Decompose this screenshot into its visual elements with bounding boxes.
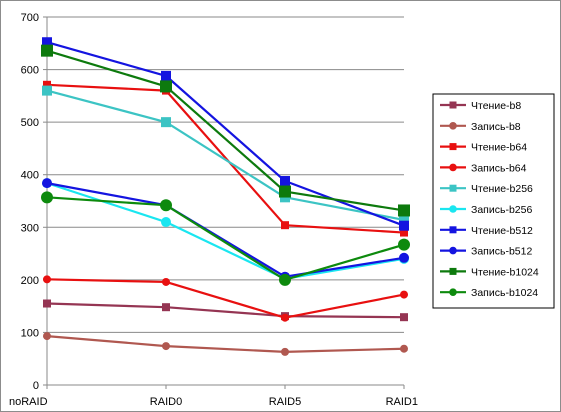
legend-label: Запись-b512: [471, 246, 532, 258]
y-tick-label: 400: [21, 170, 39, 182]
data-point: [160, 80, 172, 93]
data-point: [399, 214, 409, 225]
legend-item: Чтение-b1024: [440, 266, 539, 278]
legend-label: Запись-b64: [471, 162, 527, 174]
series-group: [41, 37, 410, 356]
legend-label: Запись-b256: [471, 204, 532, 216]
legend-marker: [449, 184, 457, 192]
legend-marker: [449, 163, 457, 172]
data-point: [400, 228, 408, 237]
data-point: [400, 290, 408, 299]
data-point: [279, 185, 291, 198]
data-point: [162, 303, 170, 312]
legend-item: Запись-b64: [440, 162, 527, 174]
legend-marker: [449, 267, 457, 275]
series-line: [46, 89, 405, 222]
legend-item: Чтение-b512: [440, 225, 533, 237]
x-tick-label: RAID5: [269, 396, 301, 408]
data-point: [279, 273, 291, 286]
series-line: [46, 196, 405, 281]
y-tick-label: 100: [21, 327, 39, 339]
data-point: [399, 220, 409, 231]
y-tick-label: 200: [21, 275, 39, 287]
data-point: [41, 44, 53, 57]
series-10: [41, 191, 410, 286]
series-line: [46, 182, 405, 278]
data-point: [43, 332, 51, 341]
data-point: [161, 217, 171, 228]
series-line: [46, 49, 405, 212]
series-9: [41, 44, 410, 217]
data-point: [281, 347, 289, 356]
legend-marker: [449, 122, 457, 130]
data-point: [43, 275, 51, 284]
series-line: [46, 302, 405, 319]
data-point: [162, 277, 170, 286]
data-point: [43, 299, 51, 308]
data-point: [161, 117, 171, 128]
legend-label: Чтение-b512: [471, 225, 533, 237]
series-line: [46, 335, 405, 353]
series-line: [46, 278, 405, 319]
data-point: [161, 70, 171, 81]
series-line: [46, 182, 405, 280]
legend-marker: [449, 101, 457, 109]
data-point: [398, 204, 410, 217]
data-point: [43, 80, 51, 89]
legend-marker: [449, 226, 457, 234]
legend-item: Запись-b256: [440, 204, 532, 216]
y-tick-label: 0: [33, 380, 39, 392]
y-tick-labels: 0 100 200 300 400 500 600 700: [21, 12, 39, 392]
x-tick-label: RAID0: [150, 396, 182, 408]
legend-marker: [449, 246, 457, 255]
legend: Чтение-b8 Запись-b8 Чтение-b64 Запись-b64 Чт…: [432, 93, 555, 309]
y-tick-label: 600: [21, 65, 39, 77]
legend-item: Запись-b1024: [440, 287, 538, 299]
data-point: [280, 176, 290, 187]
y-tick-label: 500: [21, 117, 39, 129]
data-point: [400, 313, 408, 322]
legend-item: Чтение-b8: [440, 100, 521, 112]
data-point: [42, 37, 52, 48]
series-line: [46, 83, 405, 234]
legend-item: Чтение-b64: [440, 142, 527, 154]
data-point: [400, 344, 408, 353]
legend-label: Чтение-b256: [471, 183, 533, 195]
series-line: [46, 41, 405, 227]
x-tick-label: RAID1: [386, 396, 418, 408]
data-point: [281, 313, 289, 322]
data-point: [162, 342, 170, 351]
legend-item: Запись-b8: [440, 121, 521, 133]
x-tick-label: noRAID: [9, 396, 48, 408]
series-4: [43, 275, 408, 322]
legend-box: [432, 93, 555, 309]
legend-label: Чтение-b64: [471, 142, 527, 154]
data-point: [399, 252, 409, 263]
legend-label: Чтение-b1024: [471, 266, 539, 278]
series-7: [42, 37, 409, 231]
legend-marker: [449, 143, 457, 151]
y-tick-label: 700: [21, 12, 39, 24]
series-2: [43, 332, 408, 356]
legend-label: Запись-b1024: [471, 287, 538, 299]
legend-marker: [449, 288, 457, 297]
data-point: [398, 238, 410, 251]
data-point: [281, 221, 289, 230]
data-point: [42, 178, 52, 189]
legend-item: Запись-b512: [440, 246, 532, 258]
data-point: [160, 199, 172, 212]
x-tick-labels: noRAID RAID0 RAID5 RAID1: [9, 396, 418, 408]
data-point: [41, 191, 53, 204]
data-point: [42, 85, 52, 96]
legend-label: Чтение-b8: [471, 100, 521, 112]
legend-item: Чтение-b256: [440, 183, 533, 195]
y-tick-label: 300: [21, 222, 39, 234]
legend-label: Запись-b8: [471, 121, 521, 133]
legend-marker: [449, 205, 457, 213]
